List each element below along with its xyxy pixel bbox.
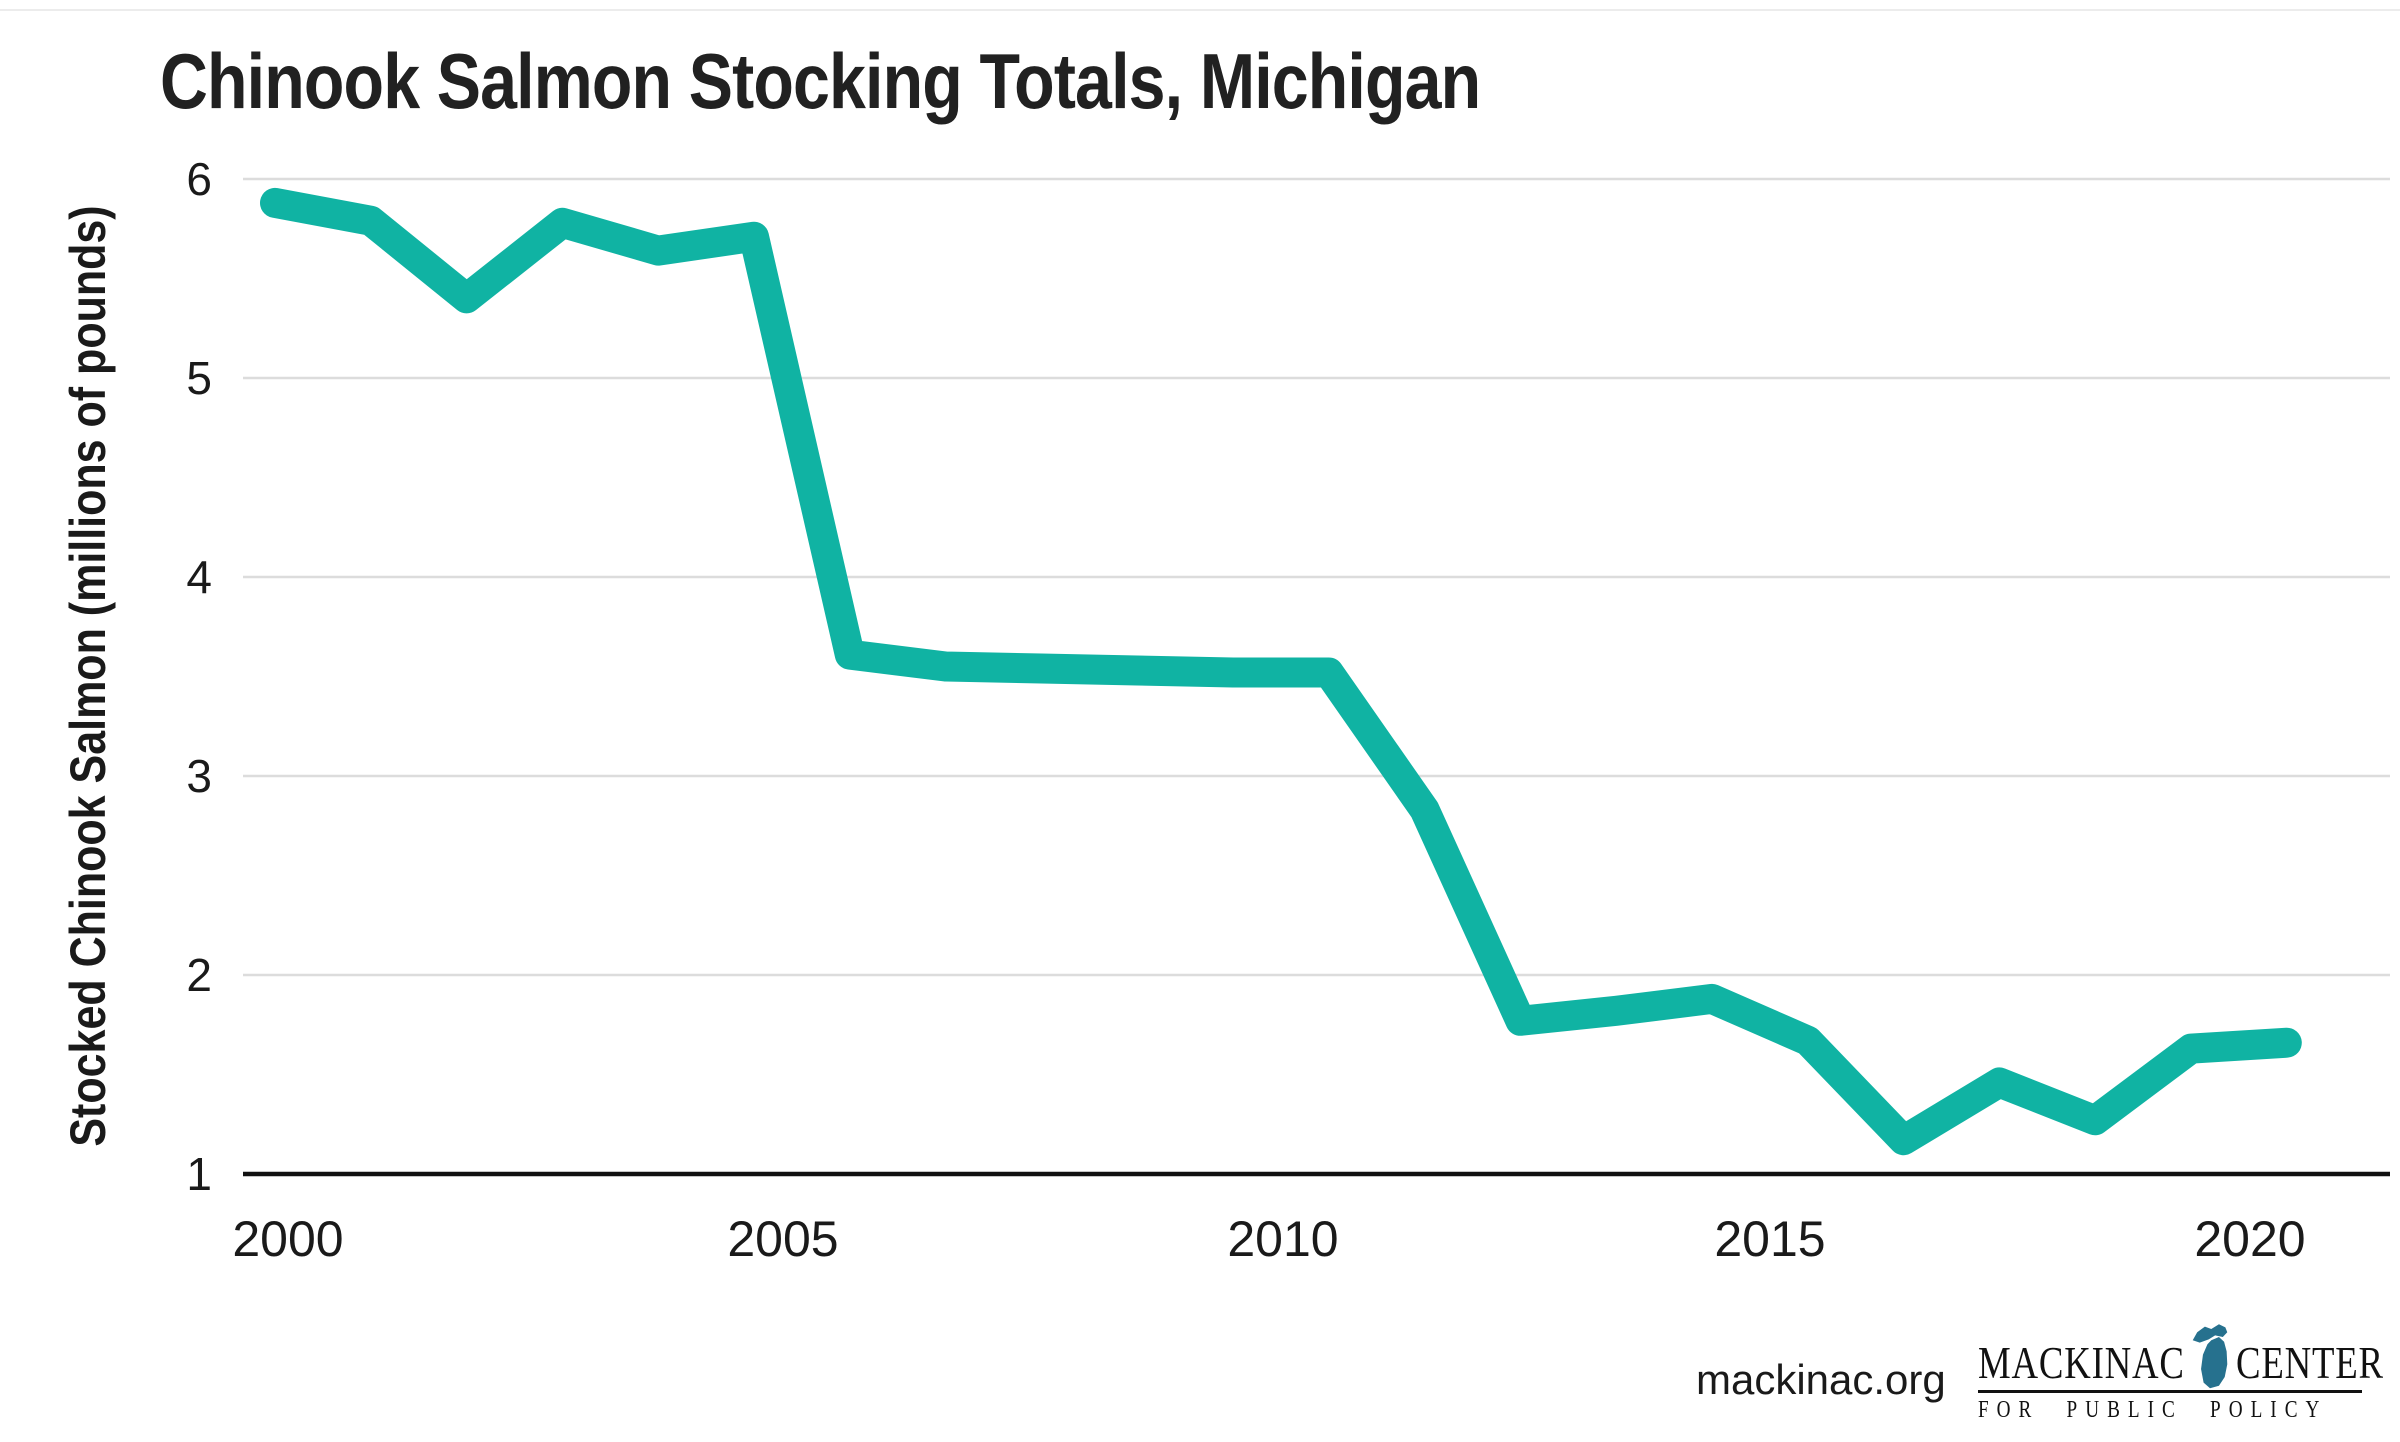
y-tick-label: 6 <box>186 153 212 205</box>
y-tick-label: 2 <box>186 949 212 1001</box>
top-divider <box>0 9 2400 11</box>
y-tick-label: 3 <box>186 750 212 802</box>
y-tick-label: 1 <box>186 1148 212 1200</box>
michigan-map-icon <box>2193 1324 2228 1389</box>
x-tick-label: 2010 <box>1227 1211 1338 1267</box>
y-tick-label: 4 <box>186 551 212 603</box>
x-tick-label: 2000 <box>232 1211 343 1267</box>
x-tick-label: 2020 <box>2194 1211 2305 1267</box>
mackinac-center-logo: MACKINAC CENTER FOR PUBLIC POLICY <box>1978 1316 2383 1424</box>
logo-tagline: FOR PUBLIC POLICY <box>1978 1397 2328 1423</box>
logo-word-center: CENTER <box>2235 1337 2384 1388</box>
logo-rule <box>1978 1390 2362 1393</box>
salmon-stocking-line <box>260 187 2302 1156</box>
page-title: Chinook Salmon Stocking Totals, Michigan <box>160 37 1481 125</box>
source-url: mackinac.org <box>1696 1356 1946 1403</box>
x-tick-label: 2015 <box>1714 1211 1825 1267</box>
logo-word-mackinac: MACKINAC <box>1978 1337 2185 1388</box>
y-tick-label: 5 <box>186 352 212 404</box>
x-tick-label: 2005 <box>727 1211 838 1267</box>
